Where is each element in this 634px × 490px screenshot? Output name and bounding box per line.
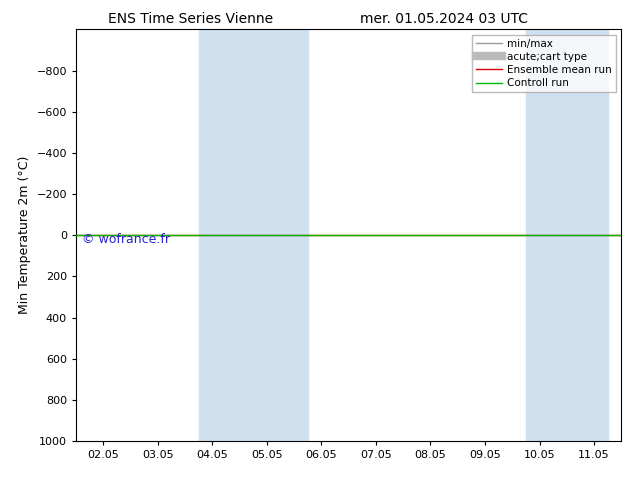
Text: ENS Time Series Vienne: ENS Time Series Vienne [108, 12, 273, 26]
Y-axis label: Min Temperature 2m (°C): Min Temperature 2m (°C) [18, 156, 31, 315]
Legend: min/max, acute;cart type, Ensemble mean run, Controll run: min/max, acute;cart type, Ensemble mean … [472, 35, 616, 92]
Text: © wofrance.fr: © wofrance.fr [82, 233, 169, 246]
Bar [526, 29, 607, 441]
Bar [198, 29, 307, 441]
Text: mer. 01.05.2024 03 UTC: mer. 01.05.2024 03 UTC [360, 12, 527, 26]
